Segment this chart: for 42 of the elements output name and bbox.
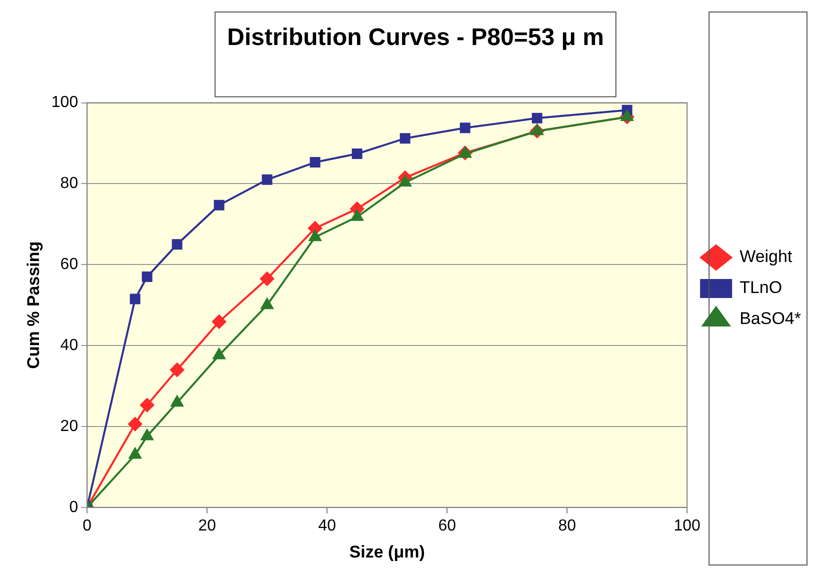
- chart-title: Distribution Curves - P80=53 μ m: [227, 24, 604, 52]
- point: [262, 174, 272, 185]
- y-tick-label: 40: [60, 336, 78, 354]
- y-tick-label: 60: [60, 256, 78, 274]
- point: [310, 157, 320, 168]
- point: [170, 396, 184, 407]
- point: [400, 133, 410, 144]
- x-tick-label: 0: [82, 517, 92, 534]
- point: [260, 272, 274, 286]
- y-tick-label: 100: [51, 94, 78, 112]
- point: [212, 314, 226, 329]
- x-tick-label: 20: [198, 517, 216, 534]
- point: [352, 148, 362, 160]
- x-tick-label: 80: [558, 517, 576, 534]
- y-tick-label: 20: [60, 418, 78, 435]
- point: [260, 298, 274, 310]
- point: [532, 112, 542, 124]
- point: [142, 272, 152, 282]
- point: [128, 417, 142, 432]
- point: [398, 176, 412, 187]
- point: [350, 210, 364, 221]
- legend-label: BaSO4*: [740, 309, 802, 328]
- point: [460, 122, 470, 134]
- legend-label: TLnO: [740, 278, 782, 298]
- point: [130, 294, 140, 304]
- y-tick-label: 80: [60, 175, 78, 192]
- y-tick-label: 0: [69, 498, 78, 516]
- point: [140, 429, 154, 440]
- x-tick-label: 60: [438, 517, 456, 534]
- x-tick-label: 40: [318, 517, 336, 534]
- point: [172, 239, 182, 250]
- point: [530, 124, 544, 136]
- point: [140, 398, 154, 412]
- point: [170, 362, 184, 377]
- point: [214, 200, 224, 210]
- x-axis-title: Size (μm): [349, 542, 425, 562]
- point: [128, 448, 142, 459]
- point: [308, 230, 322, 242]
- legend-label: Weight: [740, 247, 792, 266]
- y-axis-title: Cum % Passing: [24, 241, 43, 369]
- x-tick-label: 100: [674, 517, 701, 534]
- point: [212, 348, 226, 360]
